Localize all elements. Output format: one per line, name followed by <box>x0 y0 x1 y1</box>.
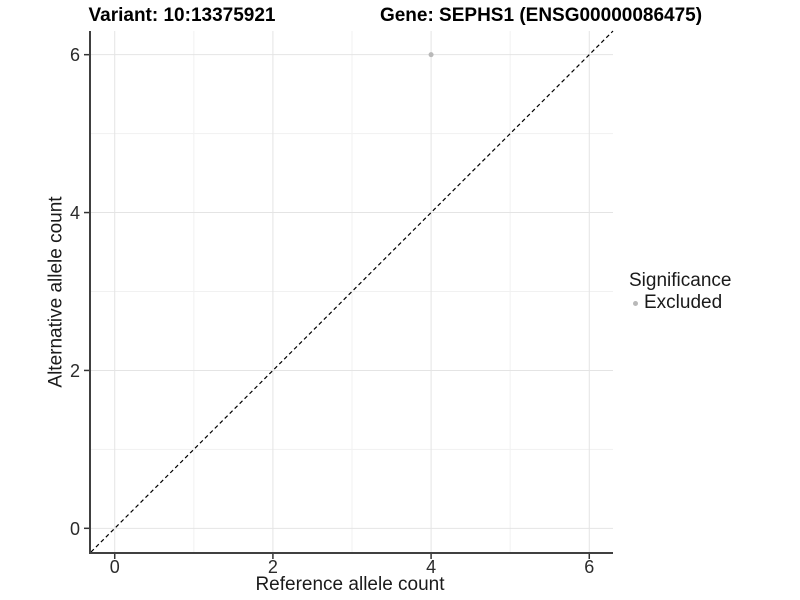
y-tick-label: 6 <box>70 45 80 65</box>
legend-item-label: Excluded <box>644 292 723 313</box>
x-tick-label: 0 <box>110 557 120 577</box>
plot-title-gene: Gene: SEPHS1 (ENSG00000086475) <box>379 5 703 26</box>
x-tick-label: 2 <box>268 557 278 577</box>
legend-item-excluded: Excluded <box>633 293 731 313</box>
y-tick-label: 2 <box>70 361 80 381</box>
y-tick-label: 4 <box>70 203 80 223</box>
x-tick-label: 6 <box>584 557 594 577</box>
identity-dashed-line <box>90 30 614 553</box>
data-point <box>428 52 434 58</box>
y-tick-label: 0 <box>70 519 80 539</box>
x-axis-title: Reference allele count <box>255 574 445 595</box>
y-axis-title: Alternative allele count <box>45 196 67 388</box>
legend: Significance Excluded <box>629 271 731 313</box>
legend-key-dot <box>633 300 638 306</box>
legend-title: Significance <box>629 270 732 291</box>
x-tick-label: 4 <box>426 557 436 577</box>
plot-title-variant: Variant: 10:13375921 <box>88 5 276 26</box>
